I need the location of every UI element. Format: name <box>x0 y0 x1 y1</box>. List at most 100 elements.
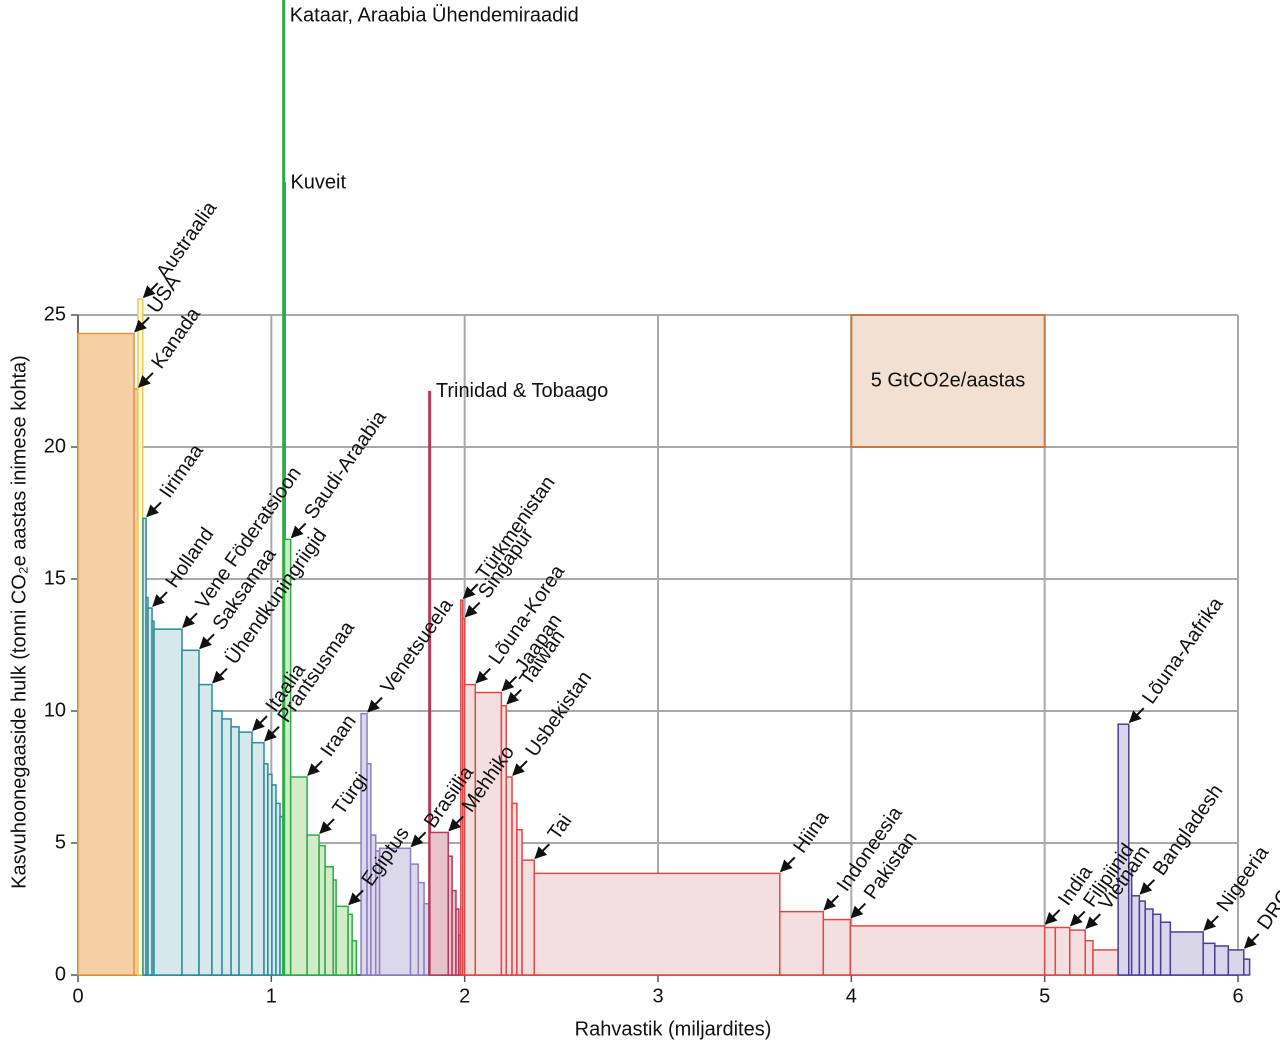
bar <box>474 691 503 976</box>
bar <box>822 918 852 976</box>
bar <box>137 298 144 976</box>
bar <box>1144 908 1154 976</box>
bar <box>1159 921 1172 976</box>
bar <box>77 332 135 976</box>
label-arrow <box>307 760 323 776</box>
label-arrow <box>501 675 518 692</box>
bar <box>1130 895 1141 976</box>
label-arrow <box>212 667 228 684</box>
country-label: Austraalia <box>152 197 222 283</box>
label-arrow <box>348 889 364 906</box>
bar <box>335 905 349 976</box>
label-arrow <box>1243 933 1260 949</box>
bar <box>417 881 425 976</box>
bar <box>779 910 825 976</box>
bar <box>1169 931 1204 976</box>
bar <box>1084 939 1094 976</box>
country-label: Hiina <box>789 807 834 858</box>
country-label: DRC <box>1253 886 1280 934</box>
x-tick-label: 5 <box>1039 985 1050 1007</box>
label-arrow <box>264 725 280 742</box>
bar <box>1054 926 1071 976</box>
bar <box>1243 958 1251 976</box>
x-tick-label: 1 <box>266 985 277 1007</box>
bar <box>221 718 232 976</box>
label-arrow <box>146 501 162 518</box>
y-tick-label: 20 <box>44 435 66 457</box>
label-arrow <box>1139 879 1156 895</box>
label-arrow <box>134 316 150 333</box>
x-tick-label: 2 <box>459 985 470 1007</box>
scale-box <box>850 314 1046 448</box>
bar <box>429 831 449 976</box>
y-tick-label: 25 <box>44 303 66 325</box>
bar <box>1092 949 1119 976</box>
bar <box>211 710 223 976</box>
country-label: Saudi-Araabia <box>300 406 391 523</box>
country-label: Tai <box>544 810 577 844</box>
x-tick-label: 6 <box>1232 985 1243 1007</box>
x-tick-label: 4 <box>846 985 857 1007</box>
label-arrow <box>290 522 307 539</box>
bar <box>306 834 320 976</box>
bar <box>521 859 536 976</box>
label-arrow <box>138 372 154 388</box>
bar <box>318 844 326 976</box>
country-label: Bangladesh <box>1149 781 1228 880</box>
label-arrow <box>779 856 796 873</box>
bar <box>409 863 420 976</box>
x-axis-label: Rahvastik (miljardites) <box>575 1018 772 1040</box>
y-tick-label: 0 <box>55 963 66 985</box>
bar <box>324 866 334 976</box>
bar <box>230 726 240 976</box>
label-arrow <box>1128 707 1145 724</box>
bar <box>1043 926 1057 976</box>
bar <box>1152 913 1162 976</box>
bar <box>849 925 1046 976</box>
label-arrow <box>367 696 383 713</box>
label-arrow <box>199 633 215 650</box>
bar <box>1214 945 1230 976</box>
label-arrow <box>252 715 268 731</box>
y-axis-label: Kasvuhoonegaaside hulk (tonni CO₂e aasta… <box>8 355 30 889</box>
label-arrow <box>475 667 492 684</box>
country-label: Trinidad & Tobaago <box>436 380 608 402</box>
label-arrow <box>1069 910 1086 927</box>
bar <box>516 829 523 976</box>
bar <box>463 683 477 976</box>
scale-box-label: 5 GtCO2e/aastas <box>871 369 1026 391</box>
label-arrow <box>462 583 479 599</box>
country-label: Kuveit <box>290 171 346 193</box>
x-tick-label: 0 <box>72 985 83 1007</box>
bar <box>198 683 213 976</box>
bar <box>1117 723 1130 976</box>
label-arrow <box>506 689 522 705</box>
label-arrow <box>850 902 867 919</box>
bar <box>378 847 412 976</box>
label-arrow <box>1203 915 1219 931</box>
label-arrow <box>1085 913 1101 929</box>
bar <box>1202 942 1216 976</box>
country-label: Kataar, Araabia Ühendemiraadid <box>290 4 579 26</box>
bar <box>238 731 253 976</box>
bar <box>360 712 368 976</box>
country-label: Venetsueela <box>376 594 458 698</box>
label-arrow <box>152 591 168 607</box>
country-label: Lõuna-Aafrika <box>1138 593 1228 708</box>
label-arrow <box>823 894 840 911</box>
y-tick-label: 5 <box>55 831 66 853</box>
label-arrow <box>512 760 528 776</box>
bar <box>1069 929 1087 976</box>
country-label: Iraan <box>317 711 361 761</box>
bar <box>1138 900 1146 976</box>
bars <box>77 0 1251 976</box>
country-label: Iirimaa <box>155 440 208 502</box>
label-arrow <box>182 612 198 629</box>
bar <box>533 872 781 976</box>
label-arrow <box>410 831 427 848</box>
bar <box>1227 949 1245 976</box>
bar <box>283 538 292 976</box>
bar <box>351 939 358 976</box>
